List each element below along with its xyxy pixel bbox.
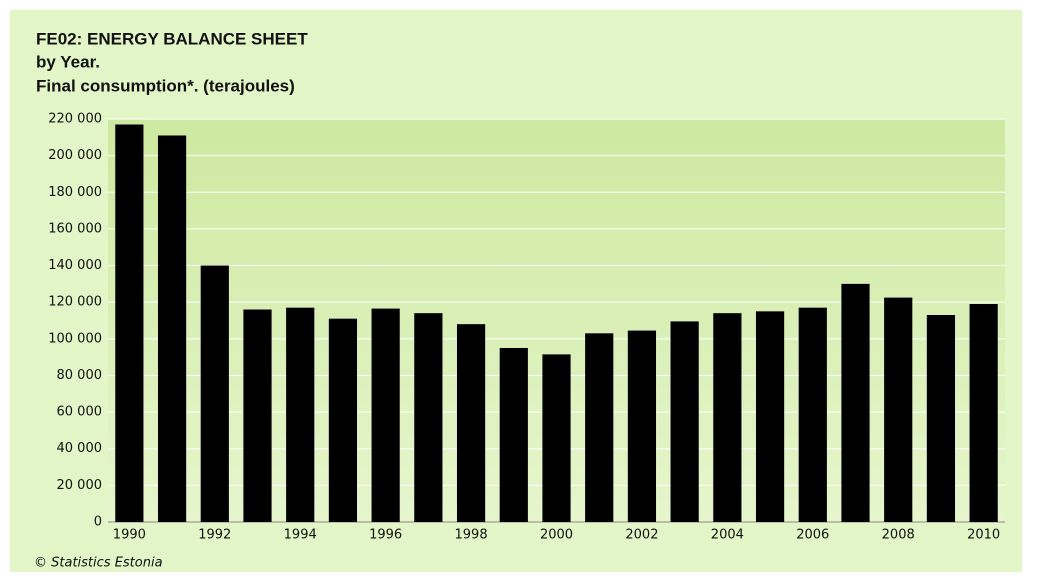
bar bbox=[200, 265, 229, 522]
bar bbox=[243, 309, 272, 522]
bar bbox=[926, 315, 956, 522]
x-tick-label: 1994 bbox=[284, 528, 317, 543]
x-tick-label: 1998 bbox=[455, 528, 488, 543]
bar bbox=[670, 321, 699, 522]
bar bbox=[328, 318, 358, 522]
x-tick-label: 2004 bbox=[711, 528, 744, 543]
x-tick-label: 2010 bbox=[967, 528, 1000, 543]
y-tick-label: 180 000 bbox=[48, 185, 102, 200]
y-tick-label: 20 000 bbox=[57, 478, 103, 493]
measure-label: Final consumption*. (terajoules) bbox=[36, 76, 295, 95]
bar bbox=[157, 135, 187, 522]
y-tick-label: 200 000 bbox=[48, 148, 102, 163]
bar bbox=[969, 304, 998, 522]
bar bbox=[456, 324, 486, 522]
source: © Statistics Estonia bbox=[34, 556, 163, 571]
bar bbox=[585, 333, 614, 522]
x-tick-label: 2008 bbox=[882, 528, 915, 543]
x-tick-label: 1996 bbox=[369, 528, 402, 543]
bar bbox=[115, 124, 144, 522]
bar bbox=[713, 313, 742, 522]
bar bbox=[841, 283, 870, 522]
bar bbox=[627, 330, 657, 522]
x-tick-label: 2002 bbox=[625, 528, 658, 543]
y-tick-label: 80 000 bbox=[57, 368, 103, 383]
bar bbox=[884, 297, 913, 522]
x-tick-label: 2006 bbox=[796, 528, 829, 543]
x-tick-label: 2000 bbox=[540, 528, 573, 543]
y-tick-label: 60 000 bbox=[57, 405, 103, 420]
x-tick-label: 1992 bbox=[198, 528, 231, 543]
y-tick-label: 0 bbox=[94, 515, 102, 530]
bar bbox=[499, 347, 528, 522]
chart-title: FE02: ENERGY BALANCE SHEET bbox=[36, 29, 308, 48]
y-tick-label: 220 000 bbox=[48, 112, 102, 127]
chart-subtitle: by Year. bbox=[36, 52, 100, 71]
bar bbox=[286, 307, 315, 522]
bar bbox=[755, 311, 785, 522]
bar bbox=[414, 313, 443, 522]
y-tick-label: 120 000 bbox=[48, 295, 102, 310]
bar bbox=[371, 308, 400, 522]
y-tick-label: 40 000 bbox=[57, 441, 103, 456]
y-tick-label: 160 000 bbox=[48, 221, 102, 236]
y-tick-label: 100 000 bbox=[48, 331, 102, 346]
y-tick-label: 140 000 bbox=[48, 258, 102, 273]
bar bbox=[542, 354, 571, 522]
x-tick-label: 1990 bbox=[113, 528, 146, 543]
bar bbox=[798, 307, 827, 522]
